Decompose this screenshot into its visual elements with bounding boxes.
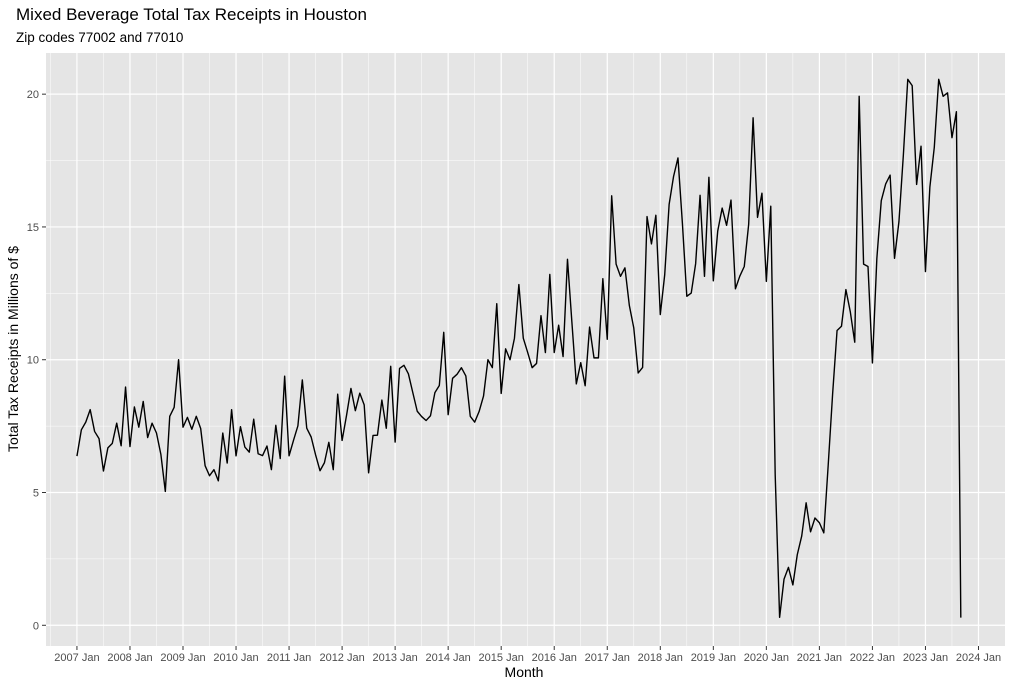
x-tick-label: 2012 Jan <box>319 652 364 664</box>
minor-gridlines <box>46 53 1005 646</box>
x-tick-label: 2022 Jan <box>850 652 895 664</box>
chart-title: Mixed Beverage Total Tax Receipts in Hou… <box>16 5 367 24</box>
y-tick-label: 10 <box>27 355 39 367</box>
y-tick-label: 5 <box>33 488 39 500</box>
series-line <box>76 78 962 619</box>
plot-panel <box>46 53 1005 646</box>
x-tick-label: 2021 Jan <box>797 652 842 664</box>
x-tick-label: 2007 Jan <box>54 652 99 664</box>
x-tick-label: 2018 Jan <box>638 652 683 664</box>
x-tick-label: 2019 Jan <box>691 652 736 664</box>
x-tick-label: 2016 Jan <box>532 652 577 664</box>
x-tick-label: 2023 Jan <box>903 652 948 664</box>
y-axis-title: Total Tax Receipts in Millions of $ <box>5 246 21 452</box>
x-tick-label: 2013 Jan <box>372 652 417 664</box>
x-tick-label: 2024 Jan <box>956 652 1001 664</box>
y-tick-label: 15 <box>27 222 39 234</box>
x-tick-label: 2009 Jan <box>160 652 205 664</box>
x-axis-title: Month <box>505 664 544 680</box>
x-tick-label: 2010 Jan <box>213 652 258 664</box>
y-tick-label: 0 <box>33 620 39 632</box>
x-axis-ticks: 2007 Jan 2008 Jan 2009 Jan 2010 Jan 2011 Jan… <box>54 646 1001 664</box>
y-axis-ticks: 0 5 10 15 20 <box>27 89 46 632</box>
x-tick-label: 2020 Jan <box>744 652 789 664</box>
chart-subtitle: Zip codes 77002 and 77010 <box>16 30 183 45</box>
x-tick-label: 2014 Jan <box>426 652 471 664</box>
y-tick-label: 20 <box>27 89 39 101</box>
x-tick-label: 2015 Jan <box>479 652 524 664</box>
major-gridlines <box>46 53 1005 646</box>
x-tick-label: 2011 Jan <box>267 652 311 664</box>
x-tick-label: 2017 Jan <box>585 652 630 664</box>
x-tick-label: 2008 Jan <box>107 652 152 664</box>
